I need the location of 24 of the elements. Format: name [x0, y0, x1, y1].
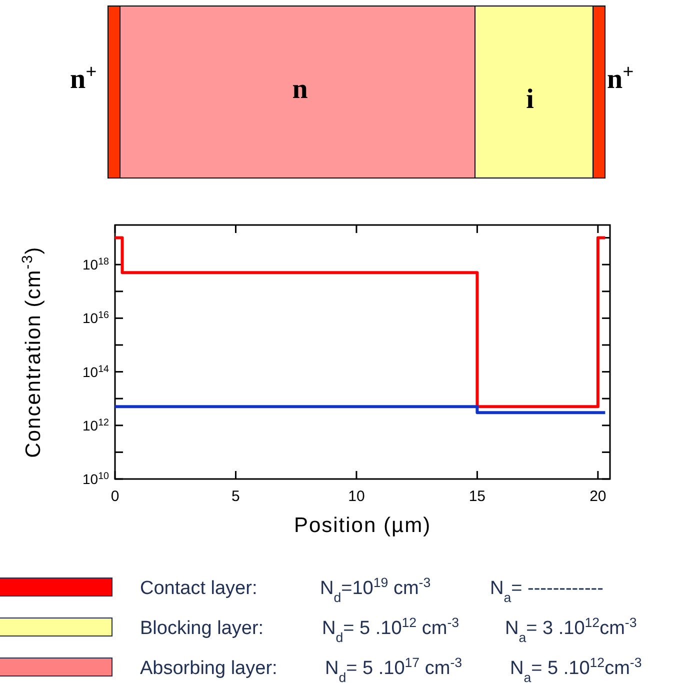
x-tick-label: 5: [232, 488, 240, 505]
y-tick-label: 10$^{18}$: [82, 256, 110, 273]
x-tick-label: 10: [348, 488, 365, 505]
y-tick-label: 10$^{12}$: [82, 416, 109, 434]
text: N$_{d}$=10$^{19}$ cm$^{-3}$: [320, 574, 431, 604]
x-tick-label: 0: [110, 488, 120, 505]
text: N$_{a}$= 5 .10$^{12}$cm$^{-3}$: [510, 654, 642, 683]
text: n: [292, 74, 308, 105]
x-axis-title: Position (µm): [294, 514, 432, 537]
text: i: [526, 84, 534, 115]
y-tick-label: 10$^{14}$: [82, 363, 110, 380]
y-tick-label: 10$^{10}$: [82, 470, 110, 487]
x-tick-label: 15: [468, 488, 486, 505]
text: Absorbing layer:: [140, 658, 278, 679]
text: Blocking layer:: [140, 618, 264, 639]
text: N$_{d}$= 5 .10$^{17}$ cm$^{-3}$: [325, 654, 462, 683]
y-tick-label: 10$^{16}$: [82, 310, 110, 326]
text: N$_{d}$= 5 .10$^{12}$ cm$^{-3}$: [322, 614, 460, 644]
text: N$_{a}$= 3 .10$^{12}$cm$^{-3}$: [505, 614, 637, 644]
text: Contact layer:: [140, 578, 258, 599]
text: N$_{a}$= ------------: [490, 578, 604, 604]
text: n$^{+}$: [607, 62, 634, 95]
x-tick-label: 20: [590, 488, 606, 505]
text: n$^{+}$: [70, 62, 97, 95]
